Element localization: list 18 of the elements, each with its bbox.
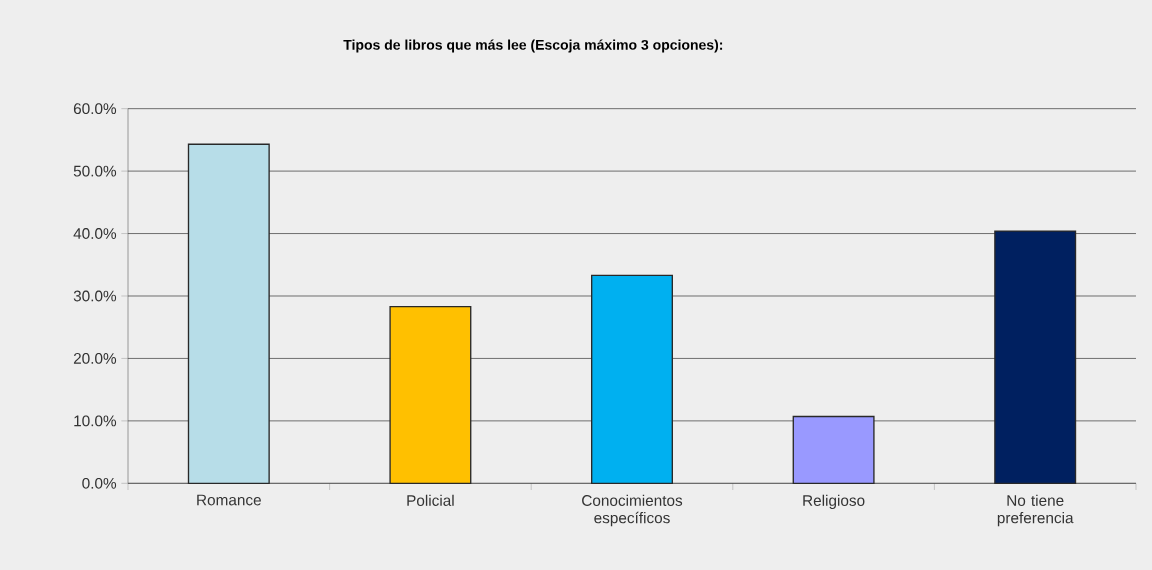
y-tick-label: 30.0% [73,290,117,302]
x-tick-label: Policial [407,494,454,506]
bar [187,143,270,484]
chart-title: Tipos de libros que más lee (Escoja máximo 3 opciones): [343,39,723,53]
bar [792,415,875,484]
bar [591,274,673,484]
bar [994,230,1077,484]
y-tick-label: 60.0% [73,103,117,115]
y-tick-label: 0.0% [82,477,117,489]
x-tick-label: No tiene preferencia [997,494,1074,527]
y-tick-label: 50.0% [73,165,117,177]
bar [389,305,472,484]
x-tick-label: Conocimientos específicos [582,494,683,527]
y-tick-label: 40.0% [73,228,117,239]
y-tick-label: 10.0% [74,415,117,427]
y-tick-label: 20.0% [73,353,117,364]
x-tick-label: Religioso [803,494,865,509]
x-tick-label: Romance [197,494,261,506]
